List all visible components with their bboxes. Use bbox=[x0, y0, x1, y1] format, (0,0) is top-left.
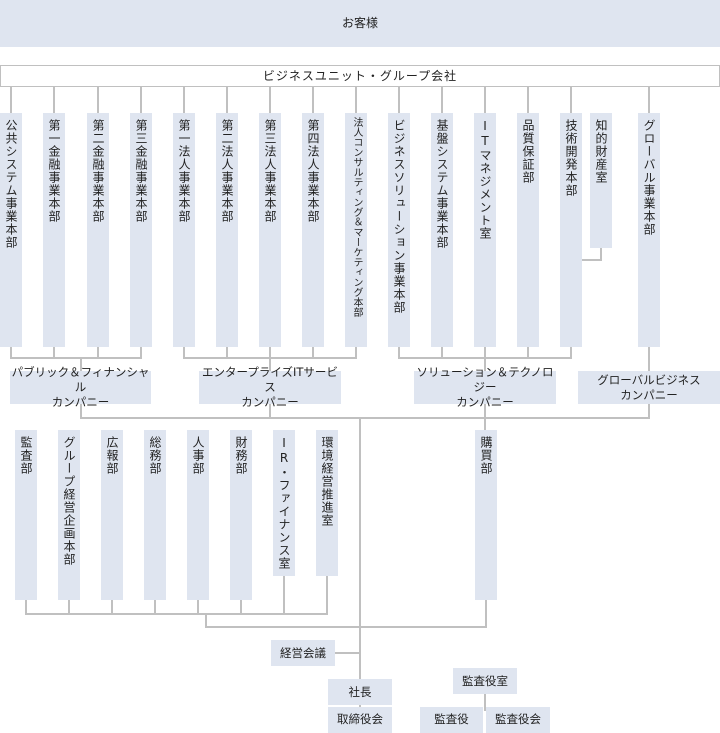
business-units-header: ビジネスユニット・グループ会社 bbox=[0, 65, 720, 87]
company-public-financial: パブリック＆フィナンシャル カンパニー bbox=[10, 365, 151, 409]
connector-lines bbox=[10, 87, 650, 711]
company-suffix: カンパニー bbox=[456, 395, 514, 409]
division-consulting-marketing: 法人コンサルティング＆マーケティング本部 bbox=[345, 113, 367, 347]
division-enterprise-3: 第三法人事業本部 bbox=[259, 113, 281, 347]
staff-general-affairs: 総務部 bbox=[144, 430, 166, 600]
division-infrastructure-systems: 基盤システム事業本部 bbox=[431, 113, 453, 347]
staff-finance: 財務部 bbox=[230, 430, 252, 600]
division-enterprise-4: 第四法人事業本部 bbox=[302, 113, 324, 347]
staff-ir-finance: IR・ファイナンス室 bbox=[273, 430, 295, 576]
president: 社長 bbox=[328, 679, 392, 705]
company-suffix: カンパニー bbox=[241, 395, 299, 409]
company-suffix: カンパニー bbox=[620, 387, 678, 402]
auditors-office: 監査役室 bbox=[453, 668, 517, 694]
division-intellectual-property: 知的財産室 bbox=[590, 113, 612, 248]
division-global: グローバル事業本部 bbox=[638, 113, 660, 347]
staff-environmental: 環境経営推進室 bbox=[316, 430, 338, 576]
division-business-solutions: ビジネスソリューション事業本部 bbox=[388, 113, 410, 347]
staff-group-planning: グループ経営企画本部 bbox=[58, 430, 80, 600]
company-solutions-technology: ソリューション＆テクノロジー カンパニー bbox=[414, 365, 556, 409]
division-financial-3: 第三金融事業本部 bbox=[130, 113, 152, 347]
company-name: パブリック＆フィナンシャル bbox=[11, 365, 150, 394]
staff-procurement: 購買部 bbox=[475, 430, 497, 600]
company-name: グローバルビジネス bbox=[597, 372, 701, 387]
bu-connectors bbox=[10, 87, 650, 113]
company-name: ソリューション＆テクノロジー bbox=[416, 365, 554, 394]
division-it-management: ITマネジメント室 bbox=[474, 113, 496, 347]
customer-box: お客様 bbox=[0, 0, 720, 47]
company-global-business: グローバルビジネス カンパニー bbox=[578, 371, 720, 404]
company-enterprise-it: エンタープライズITサービス カンパニー bbox=[199, 365, 341, 409]
division-financial-1: 第一金融事業本部 bbox=[43, 113, 65, 347]
company-suffix: カンパニー bbox=[51, 395, 110, 409]
company-name: エンタープライズITサービス bbox=[202, 365, 338, 394]
division-financial-2: 第二金融事業本部 bbox=[87, 113, 109, 347]
division-enterprise-2: 第二法人事業本部 bbox=[216, 113, 238, 347]
staff-public-relations: 広報部 bbox=[101, 430, 123, 600]
staff-audit: 監査部 bbox=[15, 430, 37, 600]
division-enterprise-1: 第一法人事業本部 bbox=[173, 113, 195, 347]
staff-human-resources: 人事部 bbox=[187, 430, 209, 600]
division-technology-development: 技術開発本部 bbox=[560, 113, 582, 347]
division-quality-assurance: 品質保証部 bbox=[517, 113, 539, 347]
management-meeting: 経営会議 bbox=[271, 640, 335, 666]
division-public-systems: 公共システム事業本部 bbox=[0, 113, 22, 347]
